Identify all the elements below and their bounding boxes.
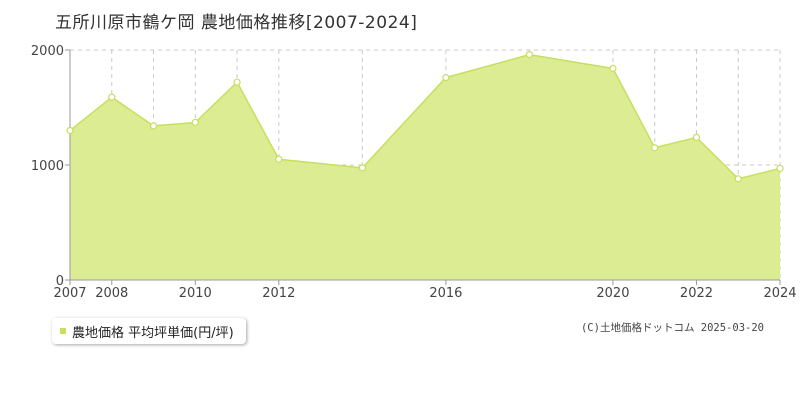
- series-line: [69, 53, 781, 180]
- data-point: [692, 133, 701, 141]
- data-point: [149, 122, 158, 130]
- x-tick-label: 2022: [680, 286, 713, 301]
- x-tick-label: 2007: [53, 286, 86, 301]
- data-point: [734, 175, 742, 183]
- data-point: [108, 93, 116, 101]
- data-point: [651, 144, 659, 152]
- data-point: [442, 73, 450, 82]
- data-point: [66, 126, 74, 135]
- data-point: [275, 155, 283, 163]
- data-point: [609, 64, 617, 73]
- y-tick-label: 1000: [31, 159, 64, 174]
- x-tick-label: 2024: [763, 286, 796, 301]
- data-point: [233, 78, 241, 86]
- x-tick-label: 2010: [179, 286, 212, 301]
- chart-title: 五所川原市鶴ケ岡 農地価格推移[2007-2024]: [55, 13, 418, 33]
- y-tick-label: 0: [56, 274, 64, 289]
- legend: 農地価格 平均坪単価(円/坪): [52, 318, 246, 344]
- label-layer: 0 1000 2000 2007 2008 2010 2012 2016 2020 2022 202…: [31, 44, 797, 301]
- legend-marker: [60, 328, 66, 334]
- axis-layer: [65, 49, 781, 285]
- x-tick-label: 2020: [596, 286, 629, 301]
- data-point: [358, 164, 366, 172]
- copyright-text: (C)土地価格ドットコム 2025-03-20: [580, 322, 764, 334]
- area-fill: [70, 54, 780, 280]
- data-point: [525, 50, 534, 59]
- marker-layer: [66, 50, 784, 183]
- data-point: [191, 118, 199, 127]
- x-tick-label: 2012: [262, 286, 295, 301]
- data-point: [776, 164, 784, 173]
- x-tick-label: 2008: [95, 286, 128, 301]
- y-tick-label: 2000: [31, 44, 64, 59]
- x-tick-label: 2016: [429, 286, 462, 301]
- legend-label: 農地価格 平均坪単価(円/坪): [72, 325, 234, 341]
